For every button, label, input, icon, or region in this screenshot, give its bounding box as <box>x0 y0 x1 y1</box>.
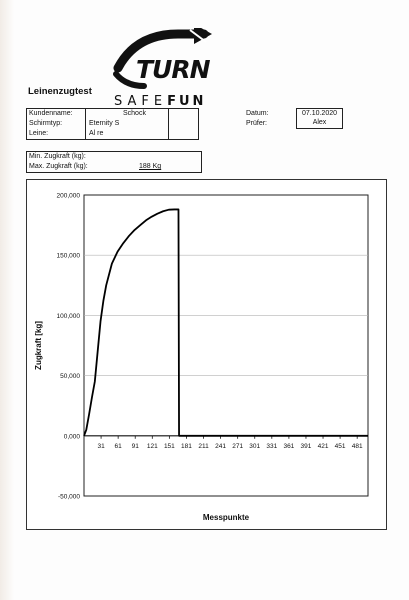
x-tick-label: 61 <box>115 443 123 450</box>
date-box: 07.10.2020 Alex <box>296 108 343 129</box>
x-tick-label: 151 <box>164 443 175 450</box>
x-axis-label: Messpunkte <box>203 513 250 522</box>
x-tick-label: 391 <box>301 443 312 450</box>
leine-value: Al re <box>89 130 104 137</box>
schirmtyp-label: Schirmtyp: <box>29 120 63 127</box>
y-tick-label: 0,000 <box>64 433 81 440</box>
schirmtyp-value: Eternity S <box>89 120 120 127</box>
min-force-label: Min. Zugkraft (kg): <box>29 153 86 160</box>
x-tick-label: 361 <box>283 443 294 450</box>
y-tick-label: -50,000 <box>58 494 80 501</box>
y-tick-label: 100,000 <box>57 313 81 320</box>
pull-test-chart: 200,000150,000100,00050,0000,000-50,000 … <box>34 193 369 522</box>
x-tick-label: 271 <box>232 443 243 450</box>
info-divider <box>168 109 169 139</box>
pruefer-value: Alex <box>312 119 327 126</box>
customer-info-box: Kundenname: Schirmtyp: Leine: Schock Ete… <box>26 108 199 140</box>
x-tick-label: 451 <box>335 443 346 450</box>
brand-fun: FUN <box>167 94 207 109</box>
y-tick-label: 200,000 <box>57 193 81 200</box>
x-tick-label: 91 <box>132 443 140 450</box>
datum-value: 07.10.2020 <box>301 110 338 117</box>
force-series-line <box>83 208 368 437</box>
chart-frame: 200,000 150,000 100,000 50,000 0,000 -50,000 … <box>26 179 387 530</box>
x-tick-label: 121 <box>147 443 158 450</box>
x-tick-label: 31 <box>97 443 105 450</box>
max-force-value: 188 Kg <box>139 163 162 170</box>
leine-label: Leine: <box>29 130 49 137</box>
datum-label: Datum: <box>246 110 269 117</box>
max-force-label: Max. Zugkraft (kg): <box>29 163 88 170</box>
y-axis-label: Zugkraft [kg] <box>34 321 43 370</box>
x-tick-label: 331 <box>266 443 277 450</box>
brand-safefun: SAFEFUN <box>114 93 206 109</box>
y-tick-label: 50,000 <box>60 373 80 380</box>
plot-area <box>83 194 369 497</box>
y-tick-label: 150,000 <box>57 253 81 260</box>
x-tick-label: 481 <box>352 443 363 450</box>
info-divider <box>85 109 86 139</box>
x-tick-label: 421 <box>318 443 329 450</box>
page-title: Leinenzugtest <box>28 86 92 97</box>
force-box: Min. Zugkraft (kg): Max. Zugkraft (kg): … <box>26 151 202 173</box>
kundenname-label: Kundenname: <box>29 110 73 117</box>
x-tick-label: 301 <box>249 443 260 450</box>
pruefer-label: Prüfer: <box>246 120 268 127</box>
x-tick-label: 211 <box>198 443 209 450</box>
x-tick-label: 181 <box>181 443 192 450</box>
turn-logo: TURN <box>108 28 218 108</box>
logo-text: TURN <box>136 55 211 84</box>
paper-edge <box>0 0 14 600</box>
kundenname-value: Schock <box>123 110 146 117</box>
brand-safe: SAFE <box>114 94 168 109</box>
x-tick-label: 241 <box>215 443 226 450</box>
